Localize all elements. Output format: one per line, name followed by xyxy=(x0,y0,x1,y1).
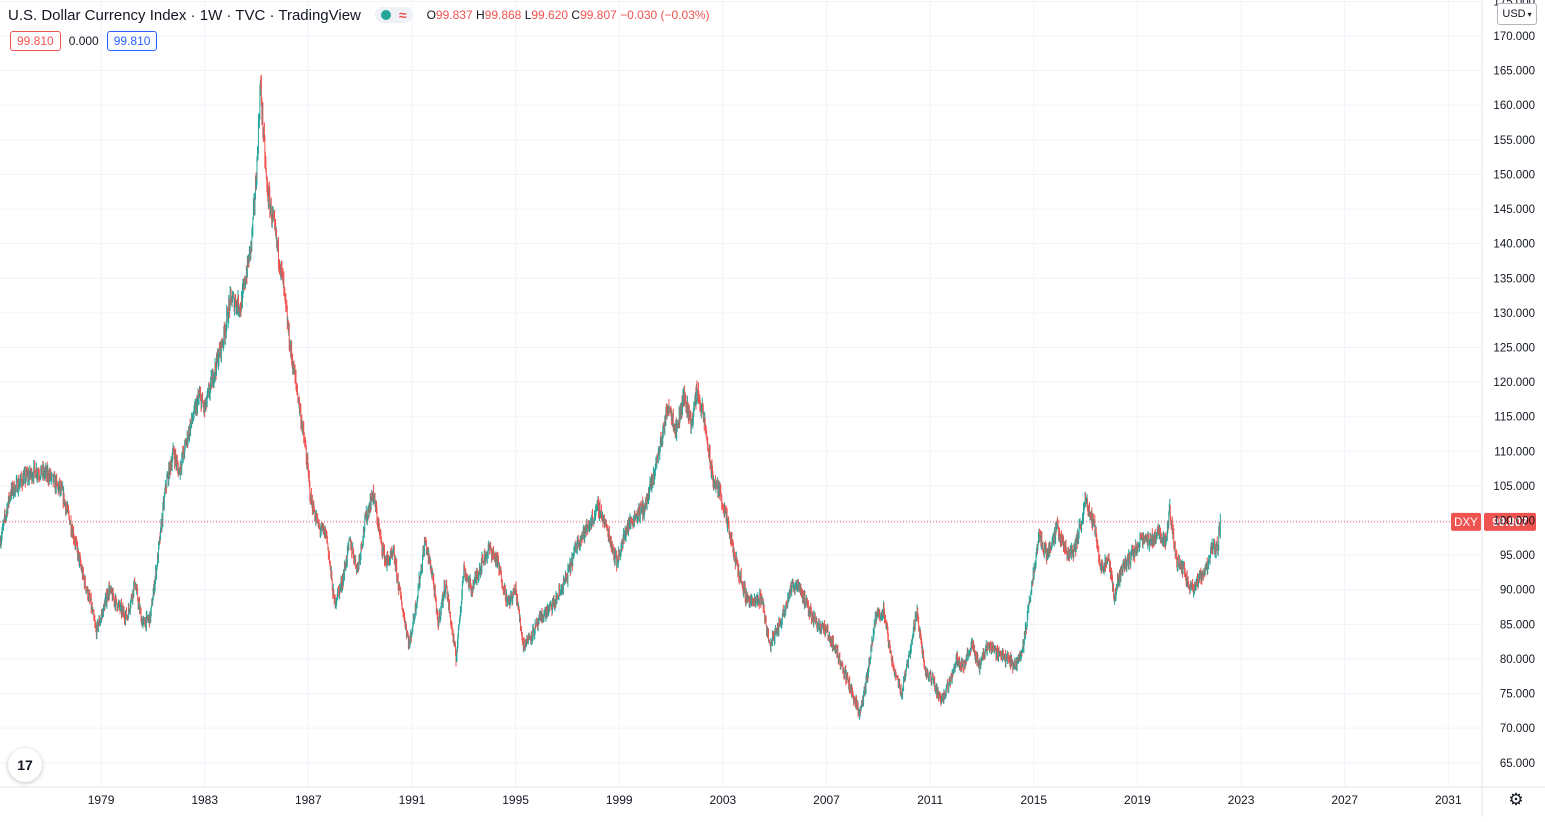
x-tick-label: 1995 xyxy=(502,793,529,807)
gear-icon[interactable]: ⚙ xyxy=(1508,790,1524,809)
ohlc-readout: O99.837 H99.868 L99.620 C99.807 −0.030 (… xyxy=(427,8,710,22)
symbol-tag-label: DXY xyxy=(1454,517,1478,529)
open-label: O xyxy=(426,8,436,22)
y-tick-label: 70.000 xyxy=(1500,723,1535,735)
y-tick-label: 90.000 xyxy=(1500,585,1535,597)
low-label: L xyxy=(524,8,532,22)
y-tick-label: 125.000 xyxy=(1493,342,1535,354)
x-tick-label: 1979 xyxy=(88,793,115,807)
y-tick-label: 140.000 xyxy=(1493,239,1535,251)
symbol-tag xyxy=(1451,512,1481,531)
x-tick-label: 2003 xyxy=(710,793,737,807)
wave-icon: ≈ xyxy=(398,7,407,23)
y-tick-label: 155.000 xyxy=(1493,135,1535,147)
change-value: −0.030 (−0.03%) xyxy=(620,8,710,22)
logo-text: 17 xyxy=(17,757,33,773)
x-tick-label: 2023 xyxy=(1228,793,1255,807)
low-value: 99.620 xyxy=(531,8,569,22)
y-tick-label: 80.000 xyxy=(1500,654,1535,666)
x-tick-label: 1991 xyxy=(399,793,426,807)
y-tick-label: 85.000 xyxy=(1500,619,1535,631)
close-label: C xyxy=(571,8,581,22)
y-tick-label: 160.000 xyxy=(1493,100,1535,112)
tradingview-logo-icon[interactable]: 17 xyxy=(8,748,42,782)
currency-label: USD xyxy=(1502,8,1526,20)
y-tick-label: 165.000 xyxy=(1493,66,1535,78)
high-label: H xyxy=(475,8,485,22)
y-tick-label: 145.000 xyxy=(1493,204,1535,216)
y-tick-label: 135.000 xyxy=(1493,273,1535,285)
last-price-label: 99.807 xyxy=(1492,517,1527,529)
quote-values: 99.810 0.000 99.810 xyxy=(10,31,158,51)
high-value: 99.868 xyxy=(484,8,522,22)
x-tick-label: 2027 xyxy=(1331,793,1358,807)
indicator-pills[interactable]: ≈ xyxy=(374,7,413,23)
x-tick-label: 1983 xyxy=(191,793,218,807)
spread-value: 0.000 xyxy=(68,34,99,48)
x-tick-label: 2019 xyxy=(1124,793,1151,807)
y-tick-label: 115.000 xyxy=(1494,412,1535,424)
y-tick-label: 95.000 xyxy=(1500,550,1535,562)
chart-legend: U.S. Dollar Currency Index · 1W · TVC · … xyxy=(8,4,710,26)
ask-value[interactable]: 99.810 xyxy=(106,31,158,51)
x-tick-label: 2015 xyxy=(1020,793,1047,807)
y-tick-label: 105.000 xyxy=(1493,481,1535,493)
chart-title: U.S. Dollar Currency Index · 1W · TVC · … xyxy=(8,6,361,24)
x-tick-label: 2007 xyxy=(813,793,840,807)
y-tick-label: 120.000 xyxy=(1493,377,1535,389)
currency-button[interactable]: USD ▾ xyxy=(1497,3,1537,25)
y-tick-label: 170.000 xyxy=(1493,31,1535,43)
y-tick-label: 110.000 xyxy=(1494,446,1535,458)
last-price-tag xyxy=(1484,512,1536,531)
close-value: 99.807 xyxy=(580,8,617,22)
y-tick-label: 130.000 xyxy=(1493,308,1535,320)
bid-value[interactable]: 99.810 xyxy=(10,31,61,51)
y-tick-label: 75.000 xyxy=(1500,689,1535,701)
y-tick-label: 65.000 xyxy=(1500,758,1535,770)
x-tick-label: 1999 xyxy=(606,793,633,807)
x-tick-label: 2011 xyxy=(917,793,943,807)
x-tick-label: 2031 xyxy=(1435,793,1462,807)
y-tick-label: 150.000 xyxy=(1493,169,1535,181)
market-status-icon xyxy=(380,10,391,20)
chevron-down-icon: ▾ xyxy=(1527,9,1532,19)
y-tick-label: 100.000 xyxy=(1493,516,1535,528)
x-tick-label: 1987 xyxy=(295,793,322,807)
open-value: 99.837 xyxy=(435,8,473,22)
